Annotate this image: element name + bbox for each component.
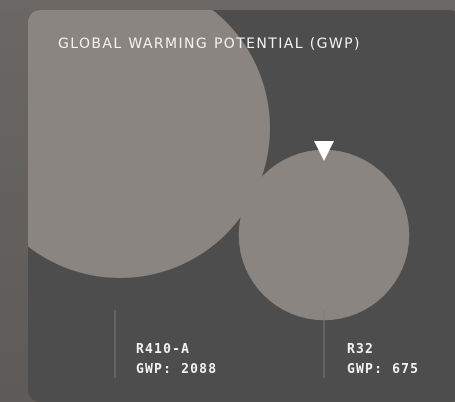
series-value-r32: GWP: 675 [347, 362, 420, 377]
chart-svg [28, 10, 410, 378]
series-name-r32: R32 [347, 342, 375, 357]
chart-panel: GLOBAL WARMING POTENTIAL (GWP) R410-A GW… [28, 10, 455, 402]
label-r32: R32 GWP: 675 [347, 340, 419, 380]
chart-title: GLOBAL WARMING POTENTIAL (GWP) [58, 36, 361, 52]
series-name-r410a: R410-A [136, 342, 191, 357]
series-value-r410a: GWP: 2088 [136, 362, 218, 377]
bubble-r32 [238, 149, 410, 321]
bubble-r410a [28, 10, 270, 278]
down-triangle-icon [314, 141, 334, 161]
label-r410a: R410-A GWP: 2088 [136, 340, 217, 380]
